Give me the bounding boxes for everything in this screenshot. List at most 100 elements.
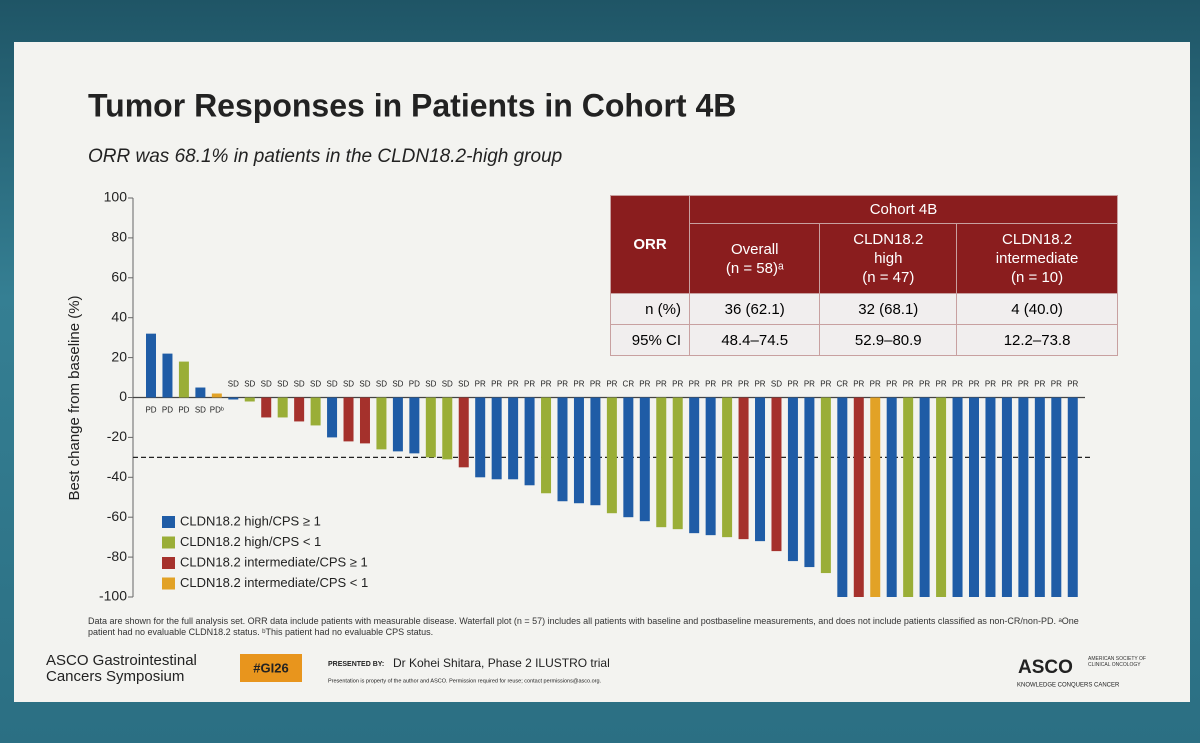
response-label: PR — [968, 380, 979, 389]
response-label: SD — [261, 380, 272, 389]
bar — [1051, 397, 1062, 597]
bar — [162, 353, 173, 398]
bar — [755, 397, 766, 542]
logo: ASCO — [1018, 657, 1073, 678]
bar — [722, 397, 733, 538]
response-label: PR — [738, 380, 749, 389]
column-header: CLDN18.2 — [853, 231, 924, 248]
response-label: PR — [639, 380, 650, 389]
meeting-name: Cancers Symposium — [46, 668, 184, 685]
bar — [787, 397, 798, 562]
response-label: PR — [540, 380, 551, 389]
response-label: PR — [672, 380, 683, 389]
response-label: PR — [886, 380, 897, 389]
bar — [228, 397, 239, 400]
legend-label: CLDN18.2 high/CPS ≥ 1 — [180, 513, 321, 528]
logo-sub-box: AMERICAN SOCIETY OF CLINICAL ONCOLOGY — [1088, 656, 1146, 668]
bar — [903, 397, 914, 597]
y-tick-label: 60 — [111, 269, 127, 285]
bar — [178, 361, 189, 398]
legend-label: CLDN18.2 intermediate/CPS < 1 — [180, 575, 368, 590]
response-label: SD — [771, 380, 782, 389]
table-row: 95% CI 48.4–74.5 52.9–80.9 12.2–73.8 — [610, 324, 1118, 356]
table-cell: n (%) — [610, 293, 690, 325]
table-cell: 36 (62.1) — [688, 293, 821, 325]
footnote: Data are shown for the full analysis set… — [88, 616, 1079, 637]
table-cell: CLDN18.2 intermediate (n = 10) — [956, 223, 1118, 294]
response-label: PR — [508, 380, 519, 389]
bar — [837, 397, 848, 597]
response-label: PR — [1034, 380, 1045, 389]
table-row: Overall (n = 58)ᵃ CLDN18.2 high (n = 47) CLDN… — [611, 223, 1118, 294]
table-row: ORR Cohort 4B — [610, 195, 1118, 294]
bar — [244, 397, 255, 402]
bar — [853, 397, 864, 597]
response-label: PR — [870, 380, 881, 389]
bar — [590, 397, 601, 506]
bar — [359, 397, 370, 444]
response-label: SD — [195, 406, 206, 415]
response-label: PR — [1051, 380, 1062, 389]
response-label: PR — [689, 380, 700, 389]
response-label: SD — [244, 380, 255, 389]
bar — [458, 397, 469, 468]
bar — [672, 397, 683, 530]
response-label: SD — [277, 380, 288, 389]
legend-swatch — [162, 557, 175, 569]
response-label: PR — [722, 380, 733, 389]
bar — [705, 397, 716, 536]
bar — [771, 397, 782, 552]
bar — [952, 397, 963, 597]
orr-table: ORR Cohort 4B Overall (n = 58)ᵃ CLDN18.2 high… — [610, 195, 1118, 356]
table-cell: 32 (68.1) — [819, 293, 958, 325]
bar — [870, 397, 881, 597]
response-label: PR — [903, 380, 914, 389]
bar — [969, 397, 979, 597]
bar — [310, 397, 321, 426]
y-tick-label: -20 — [107, 428, 127, 444]
hashtag: #GI26 — [253, 660, 288, 675]
response-label: SD — [442, 380, 453, 389]
table-cell: 12.2–73.8 — [956, 324, 1118, 356]
column-header: (n = 47) — [862, 269, 915, 286]
bar — [1018, 397, 1029, 597]
y-tick-label: 40 — [111, 308, 127, 324]
presenter: Dr Kohei Shitara, Phase 2 ILUSTRO trial — [393, 656, 610, 670]
bar — [1001, 397, 1012, 597]
legend-swatch — [162, 577, 175, 590]
bar — [1067, 397, 1078, 597]
y-tick-label: 20 — [111, 348, 127, 364]
response-label: PR — [853, 380, 864, 389]
column-header: Overall — [730, 240, 779, 258]
table-cell: 48.4–74.5 — [688, 324, 821, 356]
bar — [392, 397, 403, 452]
response-label: PR — [1018, 380, 1029, 389]
y-tick-label: -60 — [107, 508, 127, 524]
legend-label: CLDN18.2 intermediate/CPS ≥ 1 — [180, 554, 368, 569]
table-cell: Cohort 4B — [689, 195, 1118, 224]
table-cell: 4 (40.0) — [956, 293, 1118, 325]
table-cell: 95% CI — [610, 324, 690, 356]
column-header: intermediate — [995, 250, 1079, 267]
response-label: PR — [606, 380, 617, 389]
response-label: PR — [952, 380, 963, 389]
tagline: KNOWLEDGE CONQUERS CANCER — [1017, 683, 1120, 689]
response-label: SD — [425, 380, 436, 389]
bar — [985, 397, 996, 597]
legend-swatch — [162, 536, 175, 549]
presented-by: PRESENTED BY: — [328, 661, 384, 668]
logo-sub: AMERICAN SOCIETY OF CLINICAL ONCOLOGY — [1088, 656, 1146, 668]
meeting-name: ASCO Gastrointestinal — [46, 652, 197, 669]
bar — [541, 397, 552, 494]
response-label: SD — [359, 380, 370, 389]
response-label: PR — [1001, 380, 1012, 389]
bar — [557, 397, 568, 502]
bar — [524, 397, 535, 486]
bar — [146, 333, 156, 398]
response-label: CR — [623, 380, 635, 389]
bar — [409, 397, 420, 454]
y-axis-label: Best change from baseline (%) — [66, 295, 83, 500]
response-label: PR — [754, 380, 765, 389]
